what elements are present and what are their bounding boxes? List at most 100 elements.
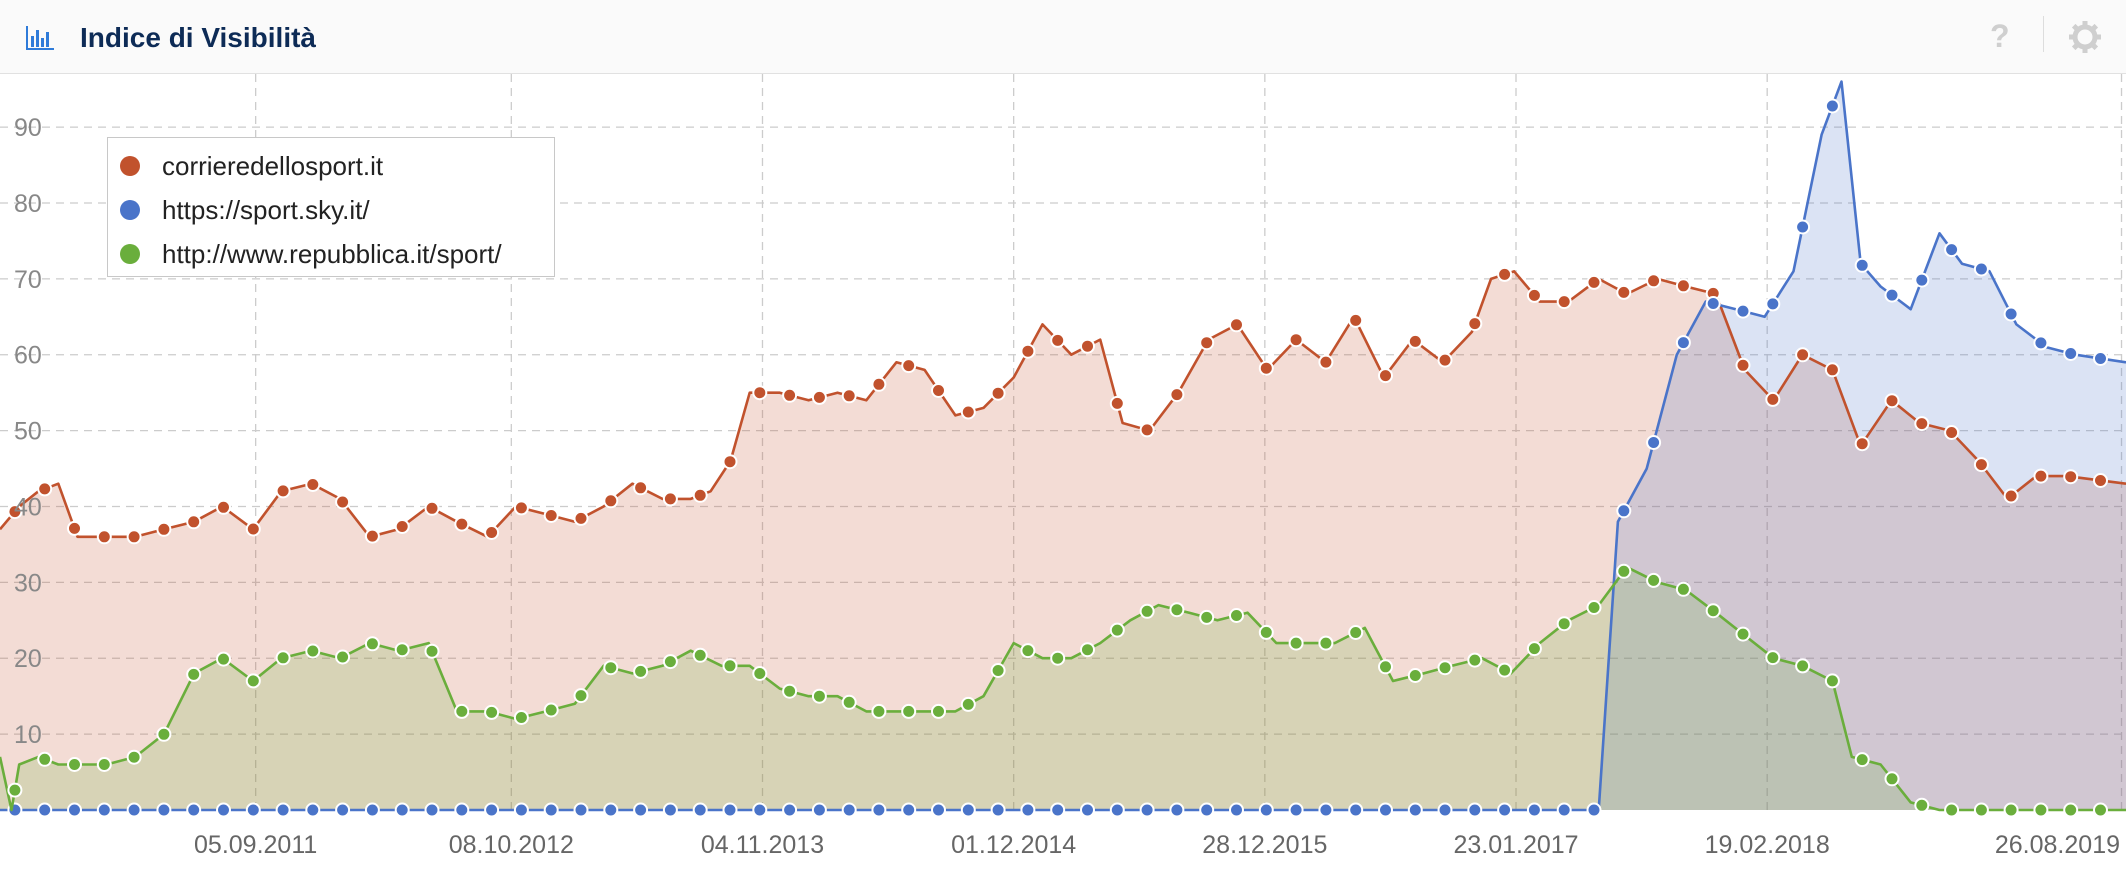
series-marker-2 [67,802,82,818]
series-marker-2 [1795,219,1811,235]
legend-label: http://www.repubblica.it/sport/ [162,238,502,269]
series-marker-2 [692,802,708,818]
series-marker-3 [156,726,172,742]
widget-title: Indice di Visibilità [80,22,316,53]
series-marker-3 [1705,603,1721,619]
series-marker-2 [841,802,857,818]
series-marker-3 [126,749,142,765]
series-marker-1 [1080,338,1095,354]
series-marker-1 [1199,335,1215,351]
chart-legend: corrieredellosport.it https://sport.sky.… [107,137,555,277]
series-marker-1 [424,500,440,516]
legend-dot-corrieredellosport [120,156,140,176]
series-marker-2 [1169,802,1185,818]
series-marker-3 [1199,609,1215,625]
series-marker-1 [2063,469,2079,485]
series-marker-3 [37,751,53,767]
series-marker-3 [603,660,619,676]
series-marker-1 [2093,473,2108,488]
series-marker-3 [2003,802,2019,818]
series-marker-3 [1109,622,1125,638]
series-marker-2 [37,802,53,818]
series-marker-1 [1288,332,1304,348]
series-marker-1 [901,358,917,374]
series-marker-3 [1139,603,1155,619]
series-marker-1 [245,521,261,537]
series-marker-3 [305,643,321,659]
series-marker-2 [1556,802,1572,818]
series-marker-1 [1824,362,1840,378]
series-marker-3 [2033,802,2049,818]
series-marker-1 [1109,395,1125,411]
series-marker-2 [1675,335,1691,351]
y-tick-label: 60 [14,342,42,370]
series-marker-3 [1526,641,1542,657]
x-tick-label: 28.12.2015 [1202,831,1327,859]
gear-icon[interactable] [2068,20,2102,54]
series-marker-1 [1378,368,1393,384]
series-marker-3 [96,757,112,772]
x-tick-label: 23.01.2017 [1453,831,1578,859]
series-marker-3 [245,673,261,689]
series-marker-3 [722,658,738,674]
series-marker-2 [1854,257,1870,273]
series-marker-1 [1884,393,1900,409]
series-marker-1 [1556,294,1572,310]
y-tick-label: 50 [14,418,42,446]
series-marker-3 [1854,752,1870,768]
series-marker-2 [2093,351,2108,366]
series-marker-3 [7,782,23,798]
series-marker-1 [960,404,976,420]
series-marker-3 [692,647,708,663]
help-icon[interactable]: ? [1990,18,2010,54]
series-marker-2 [484,802,500,818]
series-marker-3 [1944,802,1960,818]
series-marker-3 [1080,642,1095,658]
series-marker-3 [1675,581,1691,597]
series-marker-3 [1824,673,1840,689]
series-marker-3 [1884,771,1900,787]
series-marker-3 [901,703,917,719]
series-marker-2 [662,802,678,818]
series-marker-3 [662,654,678,670]
series-marker-3 [811,688,827,704]
series-marker-1 [1586,274,1602,290]
series-marker-3 [484,704,500,720]
legend-item-sport-sky[interactable]: https://sport.sky.it/ [120,190,370,230]
series-marker-3 [1229,608,1244,623]
series-marker-2 [573,802,589,818]
series-marker-1 [1646,273,1662,289]
legend-label: corrieredellosport.it [162,150,384,181]
series-marker-1 [871,376,887,392]
series-marker-2 [722,802,738,818]
series-marker-2 [1229,802,1244,818]
series-marker-1 [305,477,321,492]
series-marker-3 [1020,643,1036,659]
series-marker-1 [1139,422,1155,438]
series-marker-1 [186,514,202,530]
series-line-2 [0,80,2126,812]
series-marker-2 [2033,335,2049,351]
y-tick-label: 20 [14,645,42,673]
series-marker-3 [990,663,1006,678]
series-marker-1 [692,487,708,503]
series-marker-1 [1318,354,1334,370]
series-marker-1 [96,529,112,545]
series-marker-1 [1735,357,1751,373]
x-tick-label: 04.11.2013 [701,831,824,859]
series-marker-1 [841,388,857,404]
series-marker-3 [633,663,649,679]
series-marker-1 [67,520,82,536]
y-tick-label: 30 [14,569,42,597]
series-marker-1 [2033,468,2049,484]
series-marker-2 [633,802,649,818]
series-marker-2 [811,802,827,818]
series-marker-3 [782,683,798,699]
series-area-1 [0,271,2126,810]
legend-item-repubblica-sport[interactable]: http://www.repubblica.it/sport/ [120,234,502,274]
x-tick-label: 19.02.2018 [1705,831,1830,859]
series-marker-3 [1318,635,1334,651]
legend-item-corrieredellosport[interactable]: corrieredellosport.it [120,146,383,186]
series-marker-2 [960,802,976,818]
series-marker-2 [931,802,946,818]
